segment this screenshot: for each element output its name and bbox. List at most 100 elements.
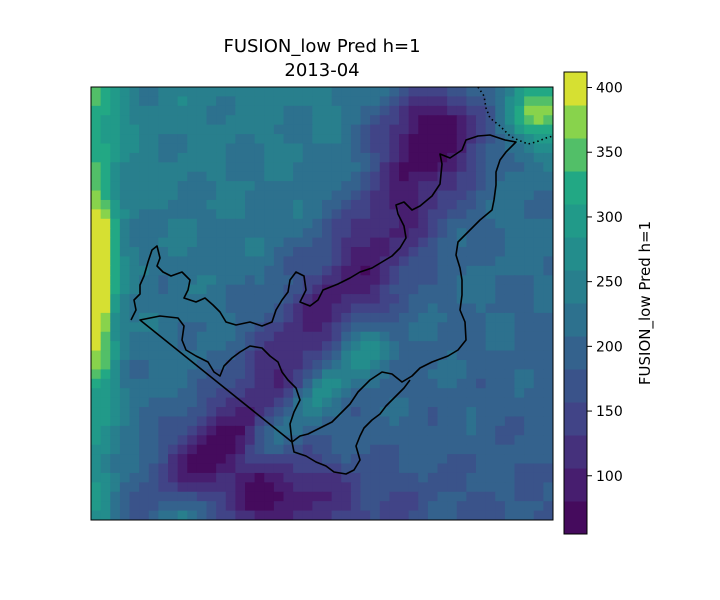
heatmap-cell [187,124,198,135]
heatmap-cell [370,171,381,182]
heatmap-cell [312,171,323,182]
heatmap-cell [389,463,400,474]
heatmap-cell [476,199,487,210]
heatmap-cell [476,96,487,107]
heatmap-cell [235,425,246,436]
heatmap-cell [254,199,265,210]
heatmap-cell [514,218,525,229]
heatmap-cell [447,425,458,436]
heatmap-cell [476,284,487,295]
heatmap-cell [389,482,400,493]
heatmap-cell [119,501,131,512]
heatmap-cell [119,162,131,173]
heatmap-cell [533,454,544,465]
heatmap-cell [91,87,102,98]
heatmap-cell [360,105,371,116]
heatmap-cell [427,388,439,399]
heatmap-cell [293,218,304,229]
heatmap-cell [331,209,342,220]
heatmap-cell [100,275,111,286]
heatmap-cell [543,435,553,446]
heatmap-cell [379,209,390,220]
heatmap-cell [533,416,544,427]
heatmap-cell [495,303,506,314]
heatmap-cell [514,87,525,98]
heatmap-cell [514,388,525,399]
heatmap-cell [427,162,439,173]
heatmap-cell [245,369,256,380]
heatmap-cell [350,105,362,116]
colorbar-tick-label: 350 [596,145,623,161]
heatmap-cell [302,134,313,145]
heatmap-cell [427,247,439,258]
heatmap-cell [504,331,516,342]
heatmap-cell [543,237,553,248]
heatmap-cell [427,199,439,210]
heatmap-cell [148,303,159,314]
heatmap-cell [293,209,304,220]
heatmap-cell [447,510,458,520]
heatmap-cell [129,501,140,512]
heatmap-cell [331,322,342,333]
heatmap-cell [206,218,217,229]
heatmap-cell [399,115,410,126]
heatmap-cell [302,247,313,258]
heatmap-cell [514,510,525,520]
heatmap-cell [466,247,477,258]
heatmap-cell [524,407,535,418]
heatmap-cell [187,96,198,107]
heatmap-cell [476,341,487,352]
heatmap-cell [177,96,188,107]
heatmap-cell [139,152,150,163]
heatmap-cell [91,482,102,493]
heatmap-cell [466,425,477,436]
heatmap-cell [389,171,400,182]
heatmap-cell [370,152,381,163]
heatmap-cell [177,237,188,248]
heatmap-cell [485,162,496,173]
heatmap-cell [168,190,179,201]
heatmap-cell [476,501,487,512]
heatmap-cell [225,284,236,295]
heatmap-cell [254,369,265,380]
heatmap-cell [100,105,111,116]
heatmap-cell [91,435,102,446]
heatmap-cell [514,143,525,154]
heatmap-cell [389,152,400,163]
heatmap-cell [524,162,535,173]
heatmap-cell [235,199,246,210]
heatmap-cell [139,322,150,333]
heatmap-cell [389,124,400,135]
heatmap-cell [187,482,198,493]
heatmap-cell [254,312,265,323]
heatmap-cell [206,228,217,239]
heatmap-cell [331,341,342,352]
heatmap-cell [168,237,179,248]
heatmap-cell [196,237,208,248]
heatmap-cell [119,388,131,399]
heatmap-cell [408,105,419,116]
heatmap-cell [110,275,121,286]
heatmap-cell [110,294,121,305]
heatmap-cell [187,115,198,126]
heatmap-cell [148,397,159,408]
heatmap-cell [485,388,496,399]
heatmap-cell [110,134,121,145]
heatmap-cell [148,143,159,154]
heatmap-cell [225,134,236,145]
heatmap-cell [350,96,362,107]
heatmap-cell [447,190,458,201]
heatmap-cell [206,162,217,173]
heatmap-cell [225,87,236,98]
heatmap-cell [389,247,400,258]
heatmap-cell [206,152,217,163]
heatmap-cell [466,124,477,135]
heatmap-cell [139,218,150,229]
heatmap-cell [437,369,448,380]
heatmap-cell [466,388,477,399]
heatmap-cell [437,171,448,182]
heatmap-cell [341,425,352,436]
heatmap-cell [322,407,333,418]
heatmap-cell [504,294,516,305]
heatmap-cell [524,444,535,455]
